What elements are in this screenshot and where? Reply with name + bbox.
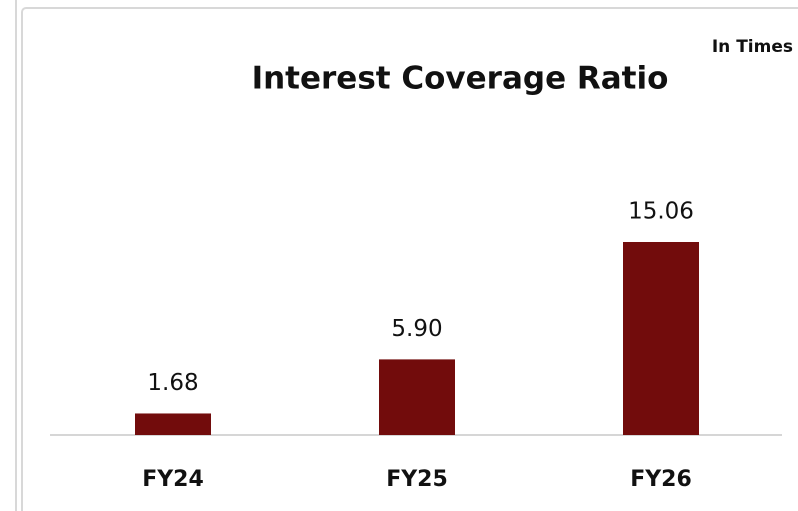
- x-tick-label: FY24: [142, 467, 204, 492]
- x-tick-label: FY25: [386, 467, 448, 492]
- data-label: 15.06: [628, 199, 694, 225]
- chart-title: Interest Coverage Ratio: [252, 61, 669, 97]
- card: [21, 7, 798, 511]
- data-label: 1.68: [147, 370, 198, 396]
- unit-note: In Times: [712, 37, 793, 57]
- bar: [623, 242, 699, 435]
- data-label: 5.90: [391, 316, 442, 342]
- bar: [135, 413, 211, 435]
- bar: [379, 359, 455, 435]
- x-tick-label: FY26: [630, 467, 692, 492]
